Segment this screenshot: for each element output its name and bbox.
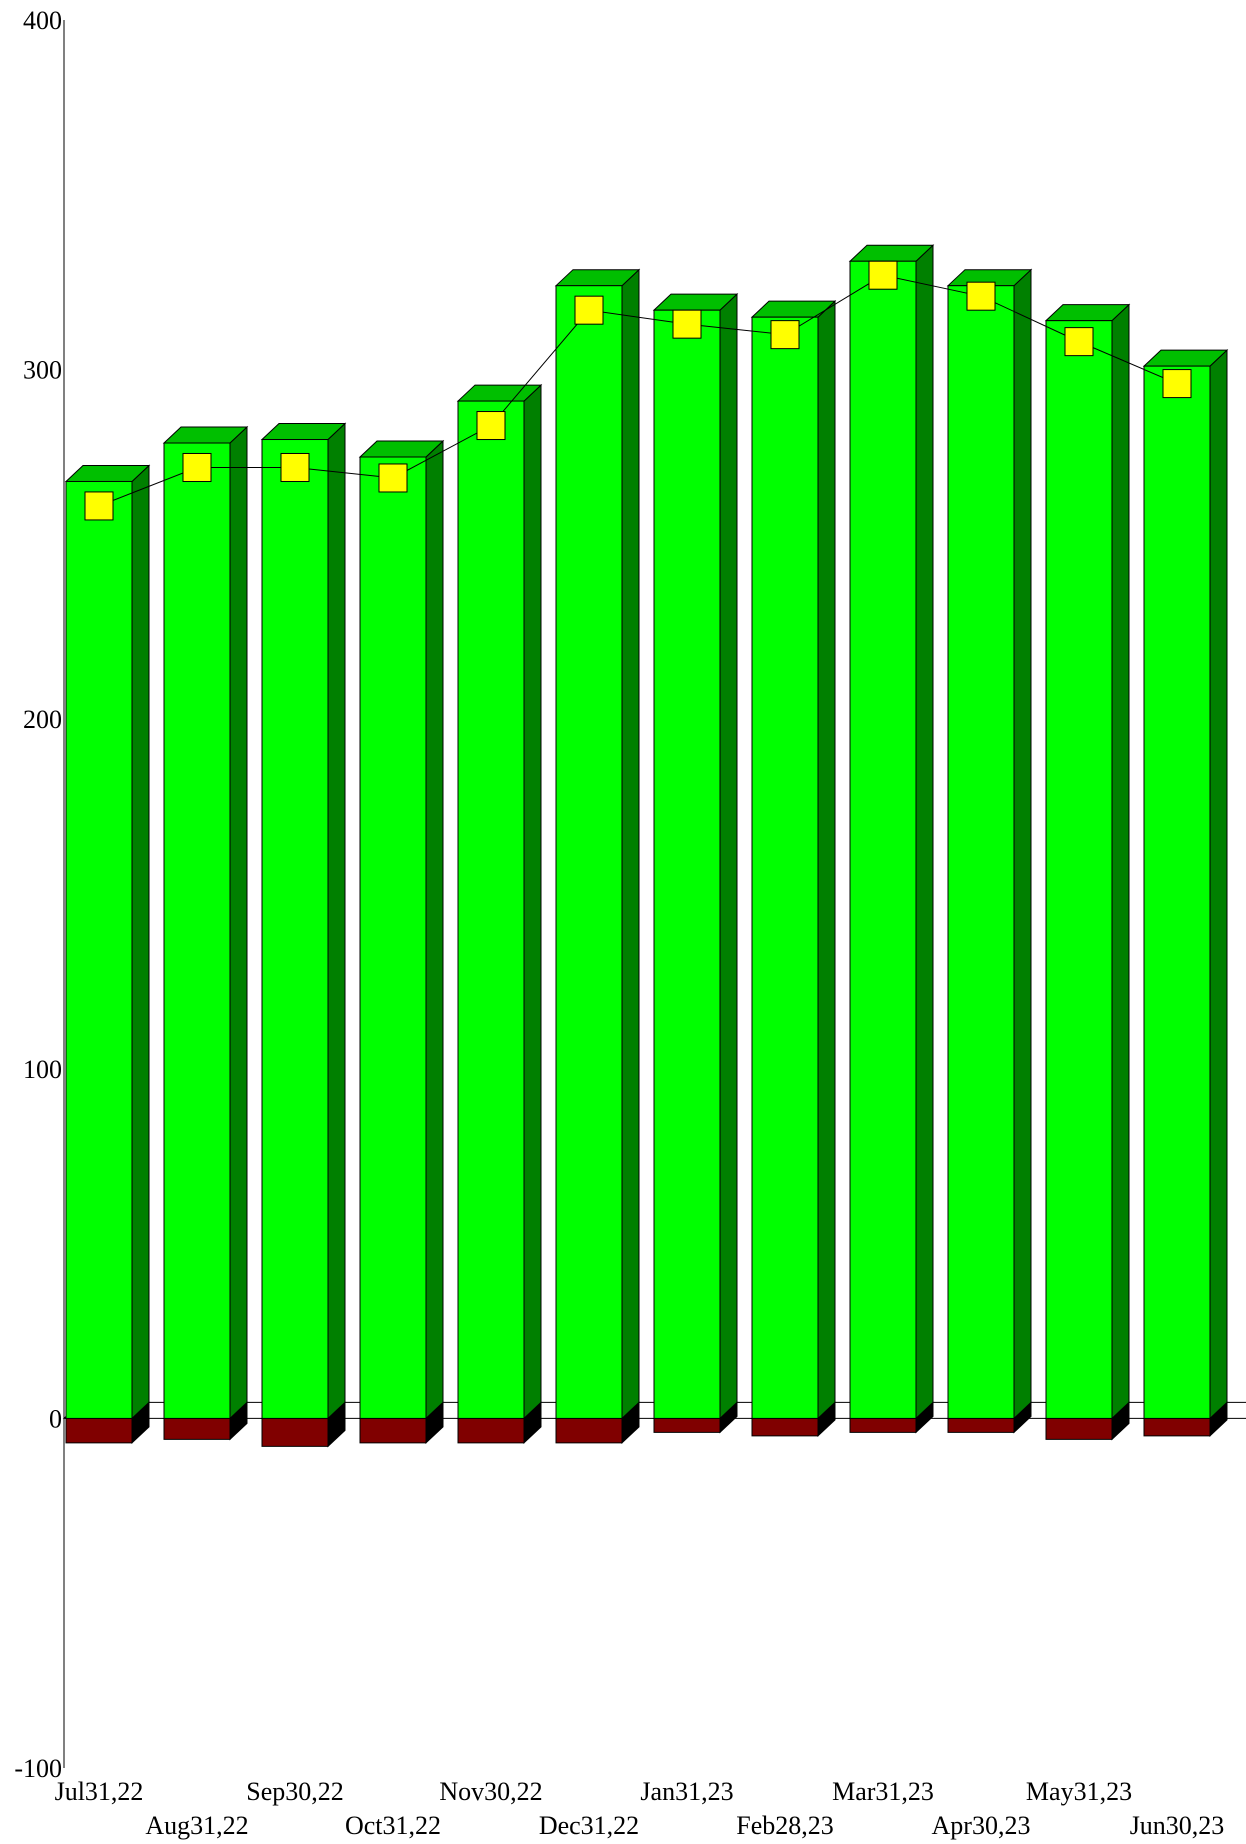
- x-tick-label: May31,23: [1026, 1777, 1132, 1806]
- bar-positive-10: [1044, 303, 1131, 1420]
- line-marker-10: [1064, 327, 1094, 357]
- bar-positive-8: [848, 244, 935, 1420]
- bar-positive-7-side: [817, 300, 836, 1420]
- bar-positive-3-front: [359, 456, 427, 1419]
- bar-negative-8-front: [849, 1417, 917, 1433]
- bar-positive-9: [946, 268, 1033, 1420]
- bar-positive-1-side: [229, 425, 248, 1420]
- line-marker-1: [182, 452, 212, 482]
- bar-negative-7-front: [751, 1417, 819, 1437]
- bar-positive-6-front: [653, 309, 721, 1419]
- bar-positive-1: [162, 425, 249, 1420]
- x-tick-label: Mar31,23: [832, 1777, 934, 1806]
- bar-negative-6-front: [653, 1417, 721, 1433]
- bar-positive-8-front: [849, 260, 917, 1419]
- x-tick-label: Nov30,22: [439, 1777, 542, 1806]
- bar-positive-2: [260, 422, 347, 1420]
- line-marker-7: [770, 320, 800, 350]
- bar-positive-11: [1142, 348, 1229, 1420]
- bar-positive-11-side: [1209, 348, 1228, 1420]
- line-marker-6: [672, 309, 702, 339]
- bar-negative-11-front: [1143, 1417, 1211, 1437]
- bar-positive-0-front: [65, 480, 133, 1419]
- bar-negative-3-front: [359, 1417, 427, 1444]
- bar-positive-4-front: [457, 400, 525, 1419]
- bar-positive-11-front: [1143, 365, 1211, 1419]
- line-marker-11: [1162, 369, 1192, 399]
- line-marker-5: [574, 295, 604, 325]
- bar-positive-6: [652, 293, 739, 1420]
- bar-positive-8-side: [915, 244, 934, 1420]
- bar-positive-9-front: [947, 285, 1015, 1419]
- y-tick-label: 300: [23, 356, 62, 385]
- bar-positive-5-front: [555, 285, 623, 1419]
- bar-positive-6-side: [719, 293, 738, 1420]
- bar-positive-3: [358, 439, 445, 1420]
- bar-positive-5: [554, 268, 641, 1420]
- x-tick-label: Jan31,23: [640, 1777, 733, 1806]
- line-marker-0: [84, 491, 114, 521]
- x-tick-label: Dec31,22: [539, 1811, 639, 1840]
- x-tick-label: Feb28,23: [736, 1811, 834, 1840]
- bar-positive-0-side: [131, 464, 150, 1420]
- x-tick-label: Apr30,23: [932, 1811, 1031, 1840]
- bar-negative-0-front: [65, 1417, 133, 1444]
- bar-positive-10-front: [1045, 320, 1113, 1419]
- bar-positive-2-front: [261, 439, 329, 1419]
- bar-positive-9-side: [1013, 268, 1032, 1420]
- y-tick-label: 400: [23, 6, 62, 35]
- bar-positive-1-front: [163, 442, 231, 1419]
- y-tick-label: 200: [23, 705, 62, 734]
- line-series-path: [98, 274, 1178, 507]
- y-tick-label: -100: [14, 1754, 62, 1783]
- bar-negative-9-front: [947, 1417, 1015, 1433]
- line-marker-3: [378, 463, 408, 493]
- bar-positive-4: [456, 383, 543, 1420]
- line-marker-9: [966, 281, 996, 311]
- y-tick-label: 100: [23, 1055, 62, 1084]
- bar-negative-2-front: [261, 1417, 329, 1447]
- y-tick-label: 0: [49, 1404, 62, 1433]
- bar-positive-5-side: [621, 268, 640, 1420]
- x-tick-label: Oct31,22: [345, 1811, 441, 1840]
- bar-positive-0: [64, 464, 151, 1420]
- x-tick-label: Aug31,22: [145, 1811, 248, 1840]
- bar-positive-10-side: [1111, 303, 1130, 1420]
- bar-positive-3-side: [425, 439, 444, 1420]
- bar-positive-7-front: [751, 316, 819, 1419]
- bar-positive-2-side: [327, 422, 346, 1420]
- line-marker-8: [868, 260, 898, 290]
- x-tick-label: Sep30,22: [246, 1777, 344, 1806]
- bar-negative-4-front: [457, 1417, 525, 1444]
- bar-positive-4-side: [523, 383, 542, 1420]
- x-tick-label: Jul31,22: [55, 1777, 144, 1806]
- x-tick-label: Jun30,23: [1130, 1811, 1225, 1840]
- bar-negative-10-front: [1045, 1417, 1113, 1440]
- line-marker-4: [476, 411, 506, 441]
- bar-negative-5-front: [555, 1417, 623, 1444]
- bar-positive-7: [750, 300, 837, 1420]
- line-marker-2: [280, 452, 310, 482]
- bar-negative-1-front: [163, 1417, 231, 1440]
